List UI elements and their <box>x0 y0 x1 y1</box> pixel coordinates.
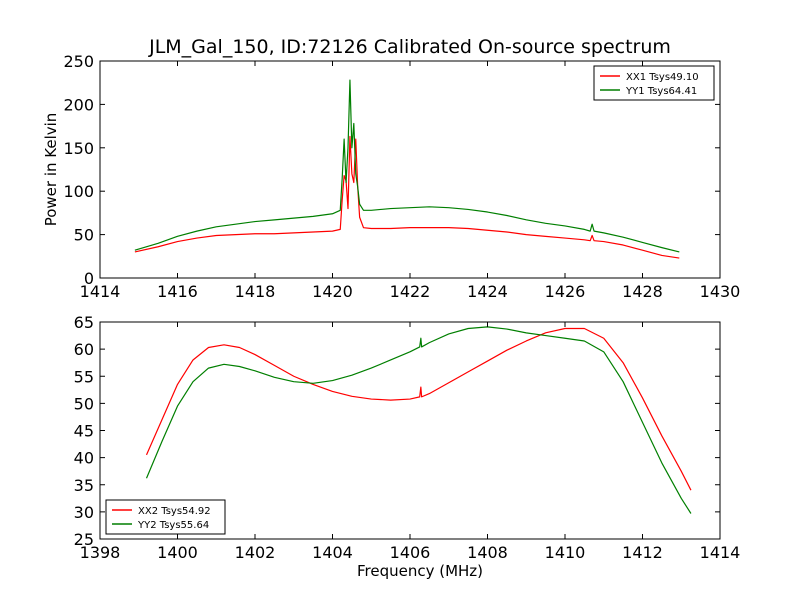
x-tick-label: 1404 <box>312 543 353 562</box>
x-tick-label: 1414 <box>700 543 741 562</box>
x-tick-label: 1420 <box>312 282 353 301</box>
x-tick-label: 1414 <box>80 282 121 301</box>
x-tick-label: 1408 <box>467 543 508 562</box>
y-tick-label: 100 <box>63 182 94 201</box>
lower-panel: 1398 1400 1402 1404 1406 1408 1410 1412 1414 25 30… <box>74 313 741 580</box>
x-tick-label: 1400 <box>157 543 198 562</box>
x-tick-label: 1430 <box>700 282 741 301</box>
x-tick-label: 1426 <box>545 282 586 301</box>
x-axis-label: Frequency (MHz) <box>357 562 483 580</box>
y-tick-label: 65 <box>74 313 94 332</box>
y-tick-label: 250 <box>63 52 94 71</box>
x-tick-label: 1422 <box>390 282 431 301</box>
y-tick-label: 55 <box>74 367 94 386</box>
legend-box <box>593 65 715 101</box>
y-tick-label: 35 <box>74 476 94 495</box>
y-tick-label: 150 <box>63 139 94 158</box>
legend-label: YY2 Tsys55.64 <box>137 520 209 531</box>
y-tick-label: 30 <box>74 503 94 522</box>
y-tick-label: 0 <box>84 269 94 288</box>
y-axis-label: Power in Kelvin <box>42 113 60 227</box>
y-tick-label: 25 <box>74 530 94 549</box>
legend: XX2 Tsys54.92 YY2 Tsys55.64 <box>105 499 226 535</box>
series-line-1 <box>145 327 692 491</box>
y-tick-label: 50 <box>74 394 94 413</box>
upper-panel: 1414 1416 1418 1420 1422 1424 1426 1428 1430 0 50 1… <box>42 52 740 301</box>
x-tick-label: 1398 <box>80 543 121 562</box>
legend-box <box>105 499 226 535</box>
y-tick-label: 40 <box>74 449 94 468</box>
y-tick-label: 45 <box>74 422 94 441</box>
series-line-2 <box>145 326 692 514</box>
legend-label: XX1 Tsys49.10 <box>626 72 699 83</box>
x-tick-label: 1406 <box>390 543 431 562</box>
x-tick-label: 1412 <box>622 543 663 562</box>
y-tick-label: 50 <box>74 226 94 245</box>
x-tick-label: 1424 <box>467 282 508 301</box>
x-tick-label: 1416 <box>157 282 198 301</box>
x-tick-label: 1410 <box>545 543 586 562</box>
legend-label: YY1 Tsys64.41 <box>625 86 697 97</box>
x-tick-label: 1402 <box>235 543 276 562</box>
legend: XX1 Tsys49.10 YY1 Tsys64.41 <box>593 65 715 101</box>
y-tick-label: 200 <box>63 95 94 114</box>
x-tick-label: 1418 <box>235 282 276 301</box>
series-line-2 <box>134 79 680 253</box>
x-tick-label: 1428 <box>622 282 663 301</box>
y-tick-label: 60 <box>74 340 94 359</box>
chart-title: JLM_Gal_150, ID:72126 Calibrated On-sour… <box>148 36 671 58</box>
legend-label: XX2 Tsys54.92 <box>138 506 211 517</box>
series-line-1 <box>134 135 680 259</box>
